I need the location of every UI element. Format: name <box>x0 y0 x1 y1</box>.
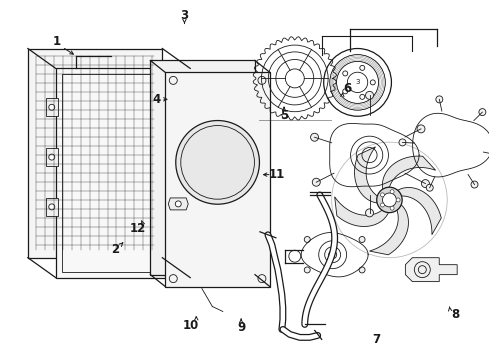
Circle shape <box>176 121 259 204</box>
Circle shape <box>360 94 365 99</box>
Circle shape <box>343 89 348 94</box>
Circle shape <box>304 237 310 243</box>
Circle shape <box>258 275 266 283</box>
Circle shape <box>343 71 348 76</box>
Bar <box>46 148 58 166</box>
Text: 4: 4 <box>152 93 160 106</box>
Polygon shape <box>405 258 457 282</box>
Polygon shape <box>165 72 270 287</box>
Polygon shape <box>150 60 255 275</box>
Polygon shape <box>369 205 409 255</box>
Circle shape <box>169 76 177 84</box>
Circle shape <box>304 267 310 273</box>
Text: 9: 9 <box>237 320 245 333</box>
Circle shape <box>359 267 365 273</box>
Circle shape <box>421 180 429 188</box>
Polygon shape <box>398 188 441 235</box>
Circle shape <box>436 96 443 103</box>
Circle shape <box>377 187 402 213</box>
Circle shape <box>311 133 319 141</box>
Circle shape <box>380 193 385 197</box>
Bar <box>190 84 197 263</box>
Circle shape <box>417 125 425 133</box>
Text: 2: 2 <box>112 243 120 256</box>
Polygon shape <box>168 198 188 210</box>
Circle shape <box>49 154 55 160</box>
Circle shape <box>479 109 486 116</box>
Bar <box>46 98 58 116</box>
Polygon shape <box>382 156 436 189</box>
Polygon shape <box>56 68 190 278</box>
Circle shape <box>366 209 373 217</box>
Text: 10: 10 <box>183 319 199 332</box>
Circle shape <box>190 135 196 141</box>
Polygon shape <box>355 147 377 203</box>
Text: 1: 1 <box>53 35 61 49</box>
Circle shape <box>49 104 55 110</box>
Text: 12: 12 <box>129 222 146 235</box>
Circle shape <box>370 80 375 85</box>
Circle shape <box>360 66 365 70</box>
Circle shape <box>312 178 320 186</box>
Circle shape <box>190 185 196 191</box>
Bar <box>46 198 58 216</box>
Polygon shape <box>28 49 162 258</box>
Circle shape <box>359 237 365 243</box>
Circle shape <box>258 76 266 84</box>
Bar <box>62 75 184 272</box>
Circle shape <box>49 204 55 210</box>
Text: 3: 3 <box>355 79 360 85</box>
Circle shape <box>383 193 396 207</box>
Text: 11: 11 <box>269 168 285 181</box>
Circle shape <box>190 90 196 96</box>
Circle shape <box>380 203 385 207</box>
Circle shape <box>426 184 433 191</box>
Circle shape <box>396 198 400 202</box>
Text: 7: 7 <box>373 333 381 346</box>
Circle shape <box>390 206 394 210</box>
Text: 3: 3 <box>180 9 189 22</box>
Circle shape <box>190 230 196 236</box>
Polygon shape <box>335 197 389 226</box>
Circle shape <box>471 181 478 188</box>
Circle shape <box>390 190 394 194</box>
Text: 6: 6 <box>343 82 352 95</box>
Circle shape <box>399 139 406 146</box>
Circle shape <box>366 91 373 99</box>
Text: 8: 8 <box>451 308 459 321</box>
Circle shape <box>169 275 177 283</box>
Circle shape <box>175 201 181 207</box>
Text: 5: 5 <box>280 109 288 122</box>
